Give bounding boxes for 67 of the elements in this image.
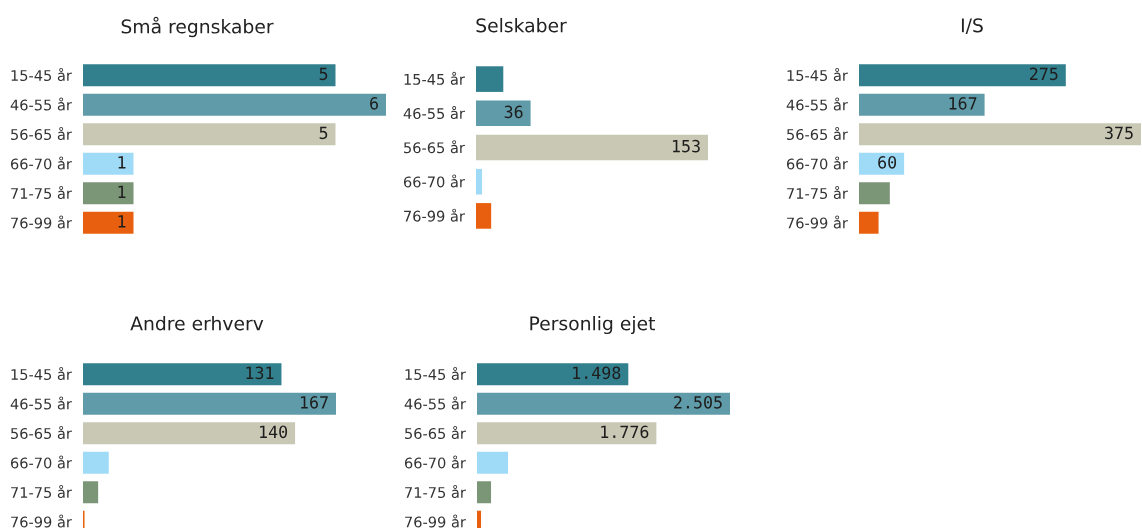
y-tick-label: 76-99 år (404, 208, 465, 222)
data-label: 5 (319, 67, 328, 81)
data-label: 140 (260, 425, 288, 439)
bar (477, 422, 657, 445)
y-tick-label: 56-65 år (404, 140, 465, 154)
y-tick-label: 46-55 år (403, 106, 465, 120)
data-label: 153 (672, 139, 700, 153)
y-tick-label: 46-55 år (786, 97, 848, 111)
data-label: 275 (1029, 67, 1058, 81)
chart-title: Små regnskaber (121, 16, 274, 38)
data-label: 1.776 (601, 425, 649, 439)
bar (477, 451, 509, 474)
y-tick-label: 76-99 år (11, 215, 72, 229)
y-tick-label: 46-55 år (10, 396, 72, 410)
y-tick-label: 46-55 år (404, 396, 466, 410)
y-tick-label: 56-65 år (11, 425, 72, 439)
bar (476, 100, 531, 127)
y-tick-label: 46-55 år (10, 97, 72, 111)
data-label: 1.498 (573, 366, 621, 380)
y-tick-label: 76-99 år (11, 514, 72, 528)
chart-title: Andre erhverv (130, 315, 264, 331)
y-tick-label: 71-75 år (11, 484, 72, 498)
bar (83, 392, 336, 415)
bar (476, 66, 504, 92)
y-tick-label: 15-45 år (11, 366, 72, 380)
y-tick-label: 56-65 år (405, 425, 466, 439)
data-label: 167 (949, 97, 977, 110)
data-label: 131 (246, 366, 274, 380)
data-label: 1 (118, 215, 126, 228)
data-label: 60 (878, 156, 897, 169)
data-label: 6 (370, 97, 378, 110)
y-tick-label: 15-45 år (787, 67, 848, 81)
chart-title: Selskaber (476, 17, 567, 33)
data-label: 1 (118, 156, 126, 169)
data-label: 2.505 (674, 396, 722, 409)
y-tick-label: 66-70 år (403, 174, 465, 188)
y-tick-label: 15-45 år (11, 67, 72, 81)
y-tick-label: 76-99 år (787, 215, 848, 229)
y-tick-label: 56-65 år (787, 126, 848, 140)
bar (476, 168, 483, 195)
bar (477, 392, 730, 415)
chart-title: I/S (961, 18, 983, 34)
bar (476, 134, 708, 161)
bar (476, 203, 492, 229)
chart-title: Personlig ejet (530, 315, 655, 335)
y-tick-label: 76-99 år (405, 514, 466, 528)
data-label: 375 (1105, 126, 1133, 140)
y-tick-label: 66-70 år (404, 455, 466, 469)
data-label: 5 (319, 126, 328, 140)
y-tick-label: 56-65 år (11, 126, 72, 140)
data-label: 36 (504, 105, 523, 119)
y-tick-label: 66-70 år (786, 156, 848, 170)
y-tick-label: 15-45 år (405, 366, 466, 380)
bar (83, 451, 109, 474)
y-tick-label: 66-70 år (10, 156, 72, 170)
data-label: 167 (300, 396, 328, 409)
data-label: 1 (118, 185, 126, 198)
y-tick-label: 71-75 år (11, 185, 72, 199)
bar (83, 481, 99, 504)
y-tick-label: 15-45 år (404, 71, 465, 85)
y-tick-label: 71-75 år (787, 185, 848, 199)
bar (477, 481, 492, 504)
bar (477, 363, 629, 386)
bar (83, 422, 296, 445)
bar (83, 363, 282, 386)
y-tick-label: 71-75 år (405, 484, 466, 498)
y-tick-label: 66-70 år (10, 455, 72, 469)
